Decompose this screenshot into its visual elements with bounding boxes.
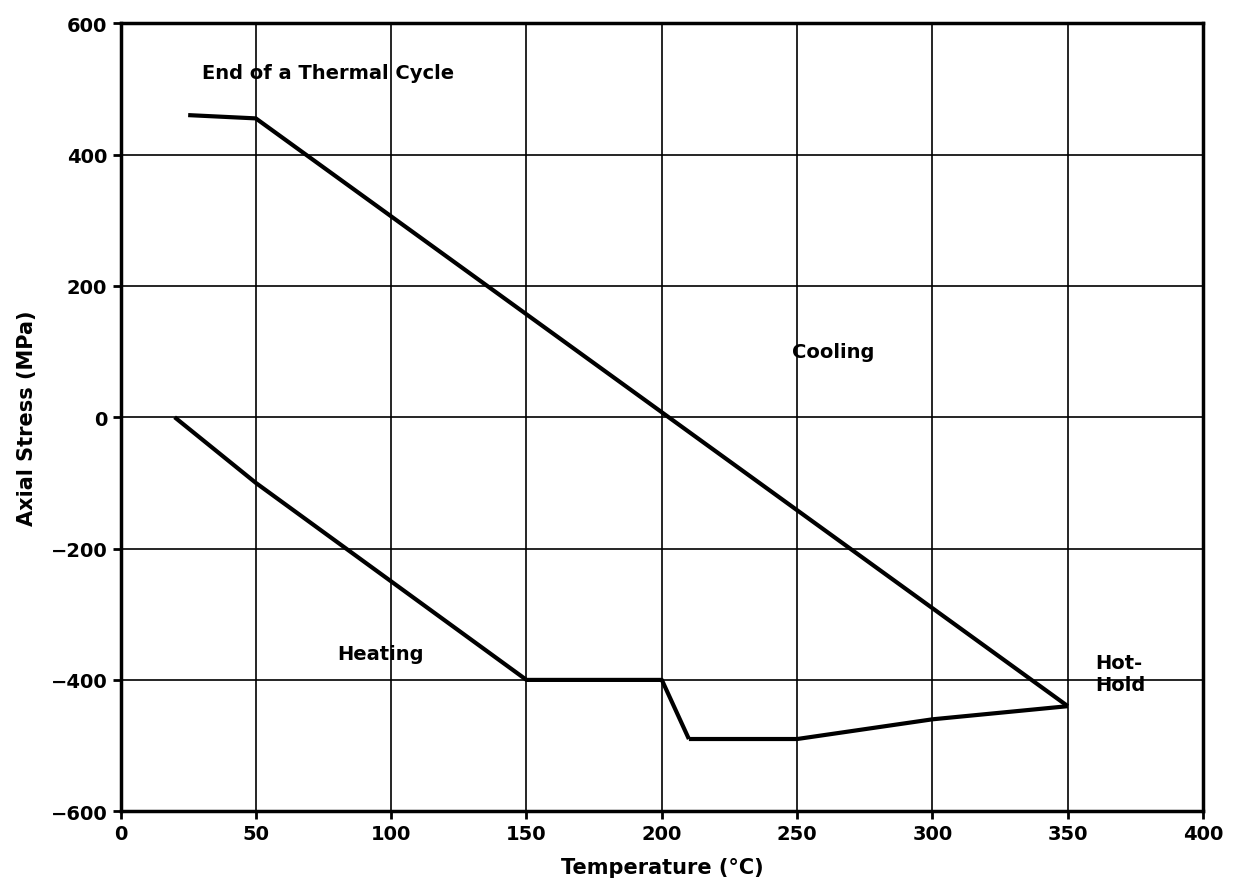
Text: Cooling: Cooling [792, 342, 874, 362]
Text: Hot-
Hold: Hot- Hold [1095, 654, 1145, 694]
Text: End of a Thermal Cycle: End of a Thermal Cycle [202, 63, 454, 82]
Y-axis label: Axial Stress (MPa): Axial Stress (MPa) [16, 310, 37, 526]
Text: Heating: Heating [337, 645, 424, 663]
X-axis label: Temperature (°C): Temperature (°C) [560, 857, 763, 877]
